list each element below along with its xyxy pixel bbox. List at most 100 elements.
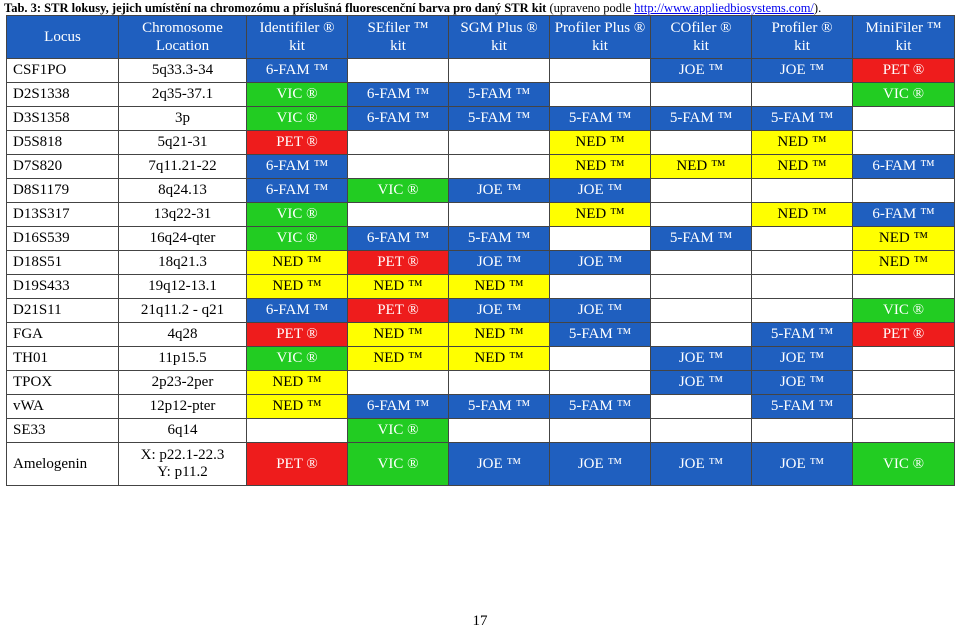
header-kit: COfiler ® kit — [650, 15, 752, 59]
location-line: 2q35-37.1 — [151, 86, 214, 102]
empty-cell — [549, 82, 651, 107]
location-line: 13q22-31 — [153, 206, 212, 222]
empty-cell — [650, 298, 752, 323]
location-cell: 5q21-31 — [118, 130, 247, 155]
dye-cell: JOE ™ — [549, 298, 651, 323]
dye-cell: NED ™ — [549, 202, 651, 227]
dye-cell: VIC ® — [246, 82, 348, 107]
location-cell: 4q28 — [118, 322, 247, 347]
location-line: 4q28 — [167, 326, 198, 342]
location-line: 5q33.3-34 — [151, 62, 214, 78]
locus-cell: D3S1358 — [6, 106, 119, 131]
header-kit: Identifiler ® kit — [246, 15, 348, 59]
dye-cell: NED ™ — [347, 346, 449, 371]
location-line: 8q24.13 — [158, 182, 207, 198]
table-row: SE33 6q14 VIC ® — [6, 418, 955, 443]
dye-cell: JOE ™ — [448, 250, 550, 275]
dye-cell: JOE ™ — [650, 442, 752, 486]
dye-cell: NED ™ — [852, 226, 955, 251]
empty-cell — [852, 274, 955, 299]
header-location: Chromosome Location — [118, 15, 247, 59]
dye-cell: PET ® — [347, 250, 449, 275]
empty-cell — [448, 154, 550, 179]
table-row: D2S1338 2q35-37.1 VIC ® 6-FAM ™ 5-FAM ™ VIC ® — [6, 82, 955, 107]
header-locus: Locus — [6, 15, 119, 59]
dye-cell: VIC ® — [246, 202, 348, 227]
location-line: 19q12-13.1 — [148, 278, 217, 294]
dye-cell: JOE ™ — [448, 178, 550, 203]
dye-cell: NED ™ — [246, 274, 348, 299]
location-cell: 18q21.3 — [118, 250, 247, 275]
location-cell: 2q35-37.1 — [118, 82, 247, 107]
location-line: 7q11.21-22 — [148, 158, 217, 174]
header-kit-suffix: kit — [895, 38, 912, 54]
dye-cell: 6-FAM ™ — [246, 58, 348, 83]
dye-cell: NED ™ — [549, 154, 651, 179]
dye-cell: NED ™ — [751, 154, 853, 179]
dye-cell: JOE ™ — [751, 442, 853, 486]
dye-cell: 6-FAM ™ — [347, 106, 449, 131]
table-row: TH01 11p15.5 VIC ® NED ™ NED ™ JOE ™ JOE ™ — [6, 346, 955, 371]
dye-cell: JOE ™ — [751, 370, 853, 395]
locus-cell: vWA — [6, 394, 119, 419]
empty-cell — [650, 202, 752, 227]
locus-cell: D19S433 — [6, 274, 119, 299]
empty-cell — [650, 274, 752, 299]
dye-cell: 5-FAM ™ — [549, 106, 651, 131]
location-cell: 16q24-qter — [118, 226, 247, 251]
dye-cell: PET ® — [852, 58, 955, 83]
dye-cell: PET ® — [246, 130, 348, 155]
dye-cell: NED ™ — [246, 250, 348, 275]
header-kit: SGM Plus ® kit — [448, 15, 550, 59]
location-cell: 3p — [118, 106, 247, 131]
location-cell: 13q22-31 — [118, 202, 247, 227]
header-kit: Profiler Plus ® kit — [549, 15, 651, 59]
table-row: D7S820 7q11.21-22 6-FAM ™ NED ™ NED ™ NED ™ 6-… — [6, 154, 955, 179]
table-row: FGA 4q28 PET ® NED ™ NED ™ 5-FAM ™ 5-FAM ™ PET … — [6, 322, 955, 347]
locus-cell: D5S818 — [6, 130, 119, 155]
location-line: 3p — [175, 110, 190, 126]
caption-link[interactable]: http://www.appliedbiosystems.com/ — [634, 1, 814, 15]
dye-cell: JOE ™ — [650, 58, 752, 83]
empty-cell — [347, 154, 449, 179]
location-cell: 2p23-2per — [118, 370, 247, 395]
dye-cell: JOE ™ — [650, 346, 752, 371]
empty-cell — [650, 322, 752, 347]
locus-cell: SE33 — [6, 418, 119, 443]
locus-cell: D8S1179 — [6, 178, 119, 203]
empty-cell — [852, 394, 955, 419]
dye-cell: NED ™ — [448, 346, 550, 371]
empty-cell — [549, 370, 651, 395]
locus-cell: FGA — [6, 322, 119, 347]
dye-cell: VIC ® — [347, 418, 449, 443]
location-cell: 19q12-13.1 — [118, 274, 247, 299]
dye-cell: VIC ® — [246, 226, 348, 251]
table-caption: Tab. 3: STR lokusy, jejich umístění na c… — [4, 1, 956, 16]
location-cell: 5q33.3-34 — [118, 58, 247, 83]
dye-cell: VIC ® — [347, 442, 449, 486]
dye-cell: 5-FAM ™ — [650, 106, 752, 131]
empty-cell — [448, 418, 550, 443]
empty-cell — [852, 418, 955, 443]
empty-cell — [347, 202, 449, 227]
dye-cell: 6-FAM ™ — [852, 202, 955, 227]
dye-cell: 5-FAM ™ — [751, 322, 853, 347]
locus-cell: TH01 — [6, 346, 119, 371]
empty-cell — [347, 58, 449, 83]
dye-cell: NED ™ — [246, 394, 348, 419]
empty-cell — [347, 370, 449, 395]
dye-cell: VIC ® — [347, 178, 449, 203]
header-kit-suffix: kit — [693, 38, 709, 54]
locus-cell: D21S11 — [6, 298, 119, 323]
header-kit-name: Profiler Plus ® — [554, 20, 646, 36]
dye-cell: NED ™ — [751, 202, 853, 227]
empty-cell — [549, 346, 651, 371]
header-kit-name: COfiler ® — [670, 20, 732, 36]
dye-cell: PET ® — [347, 298, 449, 323]
dye-cell: 5-FAM ™ — [751, 106, 853, 131]
locus-cell: D13S317 — [6, 202, 119, 227]
empty-cell — [751, 274, 853, 299]
empty-cell — [650, 418, 752, 443]
table-row: D18S51 18q21.3 NED ™ PET ® JOE ™ JOE ™ NED ™ — [6, 250, 955, 275]
dye-cell: 6-FAM ™ — [246, 298, 348, 323]
